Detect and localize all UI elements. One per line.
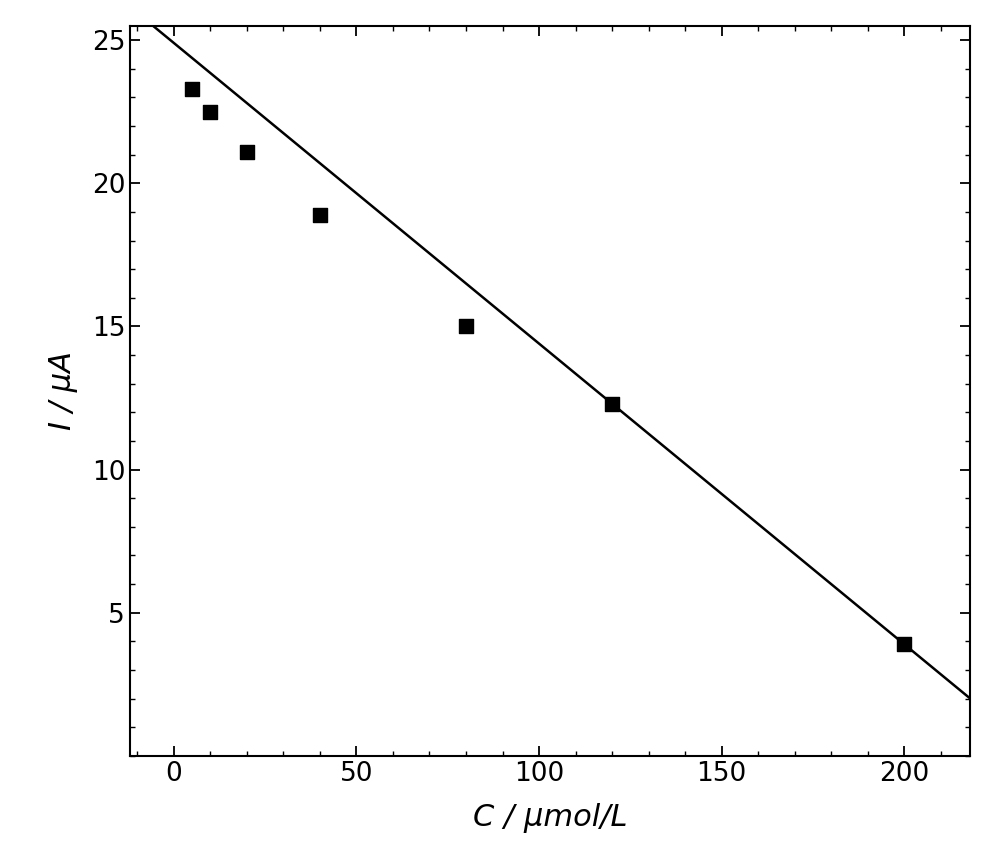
Point [184, 82, 200, 95]
Point [458, 320, 474, 333]
Point [312, 208, 328, 222]
X-axis label: C / μmol/L: C / μmol/L [473, 803, 627, 833]
Point [202, 105, 218, 119]
Y-axis label: I / μA: I / μA [49, 351, 78, 430]
Point [604, 397, 620, 411]
Point [239, 145, 255, 159]
Point [896, 637, 912, 651]
